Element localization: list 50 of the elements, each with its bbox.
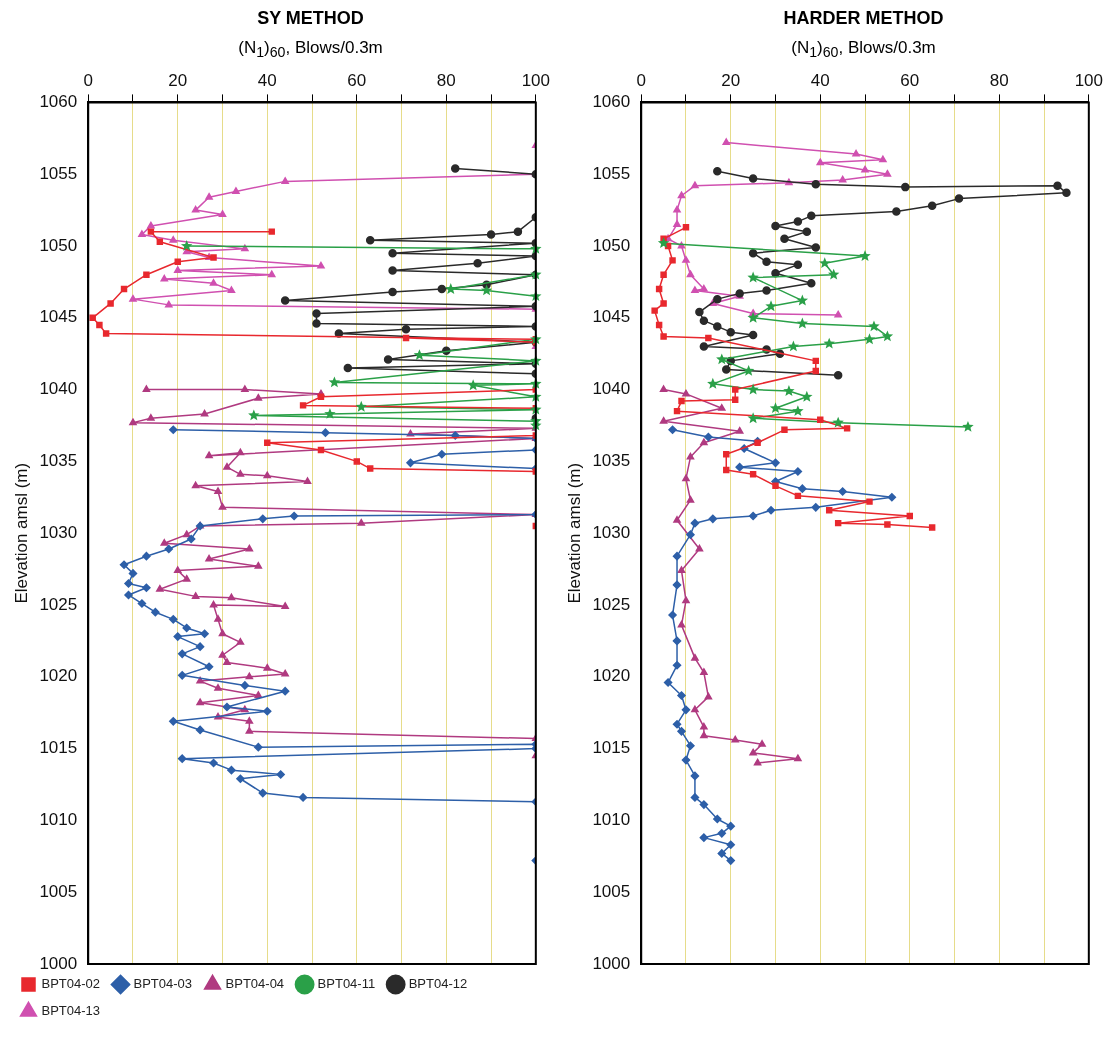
x-tick-label: 60	[900, 70, 920, 90]
y-axis-title: Elevation amsl (m)	[564, 462, 584, 604]
x-tick-label: 0	[83, 70, 93, 90]
y-tick-label: 1050	[39, 235, 78, 255]
legend-label: BPT04-12	[408, 976, 468, 992]
y-tick-label: 1020	[39, 666, 78, 686]
y-tick-label: 1025	[39, 594, 78, 614]
x-tick-label: 80	[436, 70, 456, 90]
x-axis-title: (N$_{1}$)$_{60}$, Blows/0.3m	[237, 38, 384, 63]
legend-label: BPT04-13	[41, 1003, 101, 1019]
y-tick-label: 1030	[39, 522, 78, 542]
y-tick-label: 1015	[39, 738, 78, 758]
x-tick-label: 20	[721, 70, 741, 90]
y-tick-label: 1060	[592, 92, 631, 112]
x-tick-label: 40	[257, 70, 277, 90]
x-tick-label: 40	[810, 70, 830, 90]
y-tick-label: 1010	[592, 810, 631, 830]
y-tick-label: 1010	[39, 810, 78, 830]
x-tick-label: 80	[989, 70, 1009, 90]
y-tick-label: 1035	[39, 451, 78, 471]
chart-title: SY METHOD	[256, 8, 365, 30]
y-tick-label: 1035	[592, 451, 631, 471]
y-tick-label: 1005	[39, 881, 78, 901]
y-tick-label: 1025	[592, 594, 631, 614]
y-tick-label: 1055	[39, 163, 78, 183]
x-tick-label: 60	[347, 70, 367, 90]
x-tick-label: 0	[636, 70, 646, 90]
y-tick-label: 1000	[592, 953, 631, 973]
y-tick-label: 1030	[592, 522, 631, 542]
y-tick-label: 1055	[592, 163, 631, 183]
chart-title: HARDER METHOD	[782, 8, 945, 30]
x-tick-label: 100	[521, 70, 551, 90]
x-axis-title: (N$_{1}$)$_{60}$, Blows/0.3m	[790, 38, 937, 63]
y-tick-label: 1040	[39, 379, 78, 399]
y-tick-label: 1060	[39, 92, 78, 112]
y-tick-label: 1005	[592, 881, 631, 901]
y-tick-label: 1040	[592, 379, 631, 399]
y-axis-title: Elevation amsl (m)	[11, 462, 31, 604]
y-tick-label: 1045	[39, 307, 78, 327]
legend-label: BPT04-03	[133, 976, 193, 992]
y-tick-label: 1000	[39, 953, 78, 973]
y-tick-label: 1050	[592, 235, 631, 255]
y-tick-label: 1045	[592, 307, 631, 327]
legend-label: BPT04-11	[317, 976, 376, 992]
x-tick-label: 100	[1074, 70, 1104, 90]
legend-label: BPT04-02	[41, 976, 101, 992]
y-tick-label: 1015	[592, 738, 631, 758]
legend-label: BPT04-04	[225, 976, 285, 992]
x-tick-label: 20	[168, 70, 188, 90]
y-tick-label: 1020	[592, 666, 631, 686]
